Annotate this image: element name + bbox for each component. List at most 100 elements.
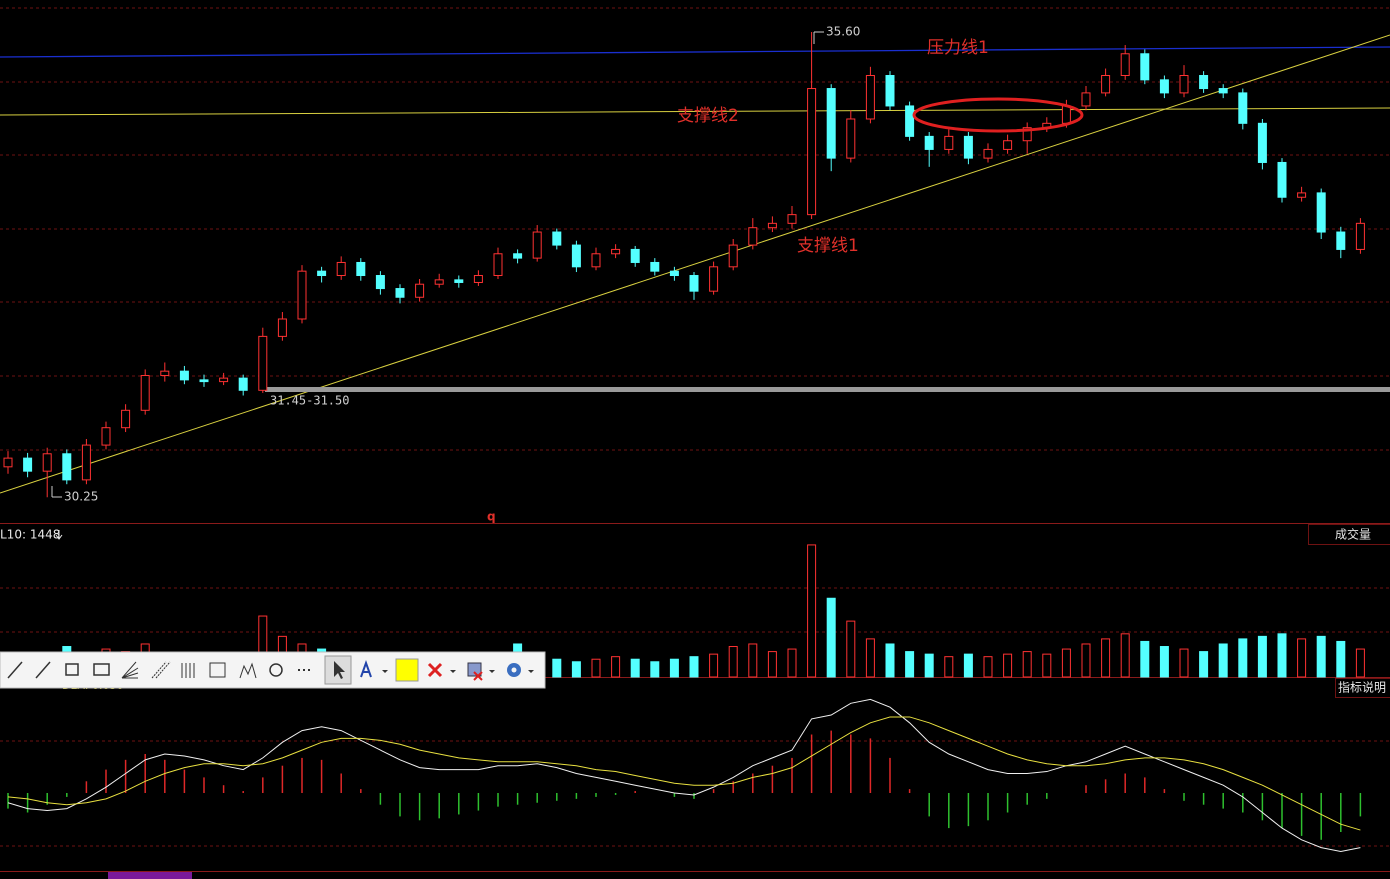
volume-bar <box>1081 643 1091 678</box>
tool-cycle[interactable] <box>181 663 195 678</box>
volume-bar <box>650 661 660 678</box>
candle-body <box>611 248 621 255</box>
candle-body <box>1140 53 1150 81</box>
tool-line[interactable] <box>7 661 23 679</box>
volume-bar <box>1238 638 1248 678</box>
candle-body <box>42 453 52 472</box>
candle-body <box>101 427 111 446</box>
candle-body <box>650 261 660 272</box>
tool-wave[interactable] <box>239 662 257 679</box>
tool-font[interactable] <box>360 660 372 678</box>
candle-body <box>1159 79 1169 94</box>
candle-body <box>238 377 248 391</box>
volume-bar <box>1101 638 1111 678</box>
price-zone-bar <box>265 387 1390 392</box>
tool-color[interactable] <box>395 658 419 682</box>
volume-indicator: L10: 1448 <box>0 528 60 542</box>
candle-body <box>1101 75 1111 94</box>
volume-bar <box>669 658 679 678</box>
candle-body <box>767 222 777 229</box>
candle-body <box>1179 75 1189 94</box>
candle-body <box>1277 161 1287 198</box>
tool-delete[interactable] <box>427 662 443 678</box>
panel-tab[interactable] <box>1308 524 1390 545</box>
annotation: 支撑线1 <box>797 236 859 256</box>
candle-body <box>689 275 699 292</box>
high-label: 35.60 <box>826 25 860 39</box>
candle-body <box>375 275 385 290</box>
tool-channel[interactable] <box>93 663 110 676</box>
drawing-toolbar <box>0 651 546 689</box>
candle-body <box>62 453 72 481</box>
candle-body <box>748 227 758 246</box>
toolbar-bg <box>0 651 546 689</box>
candle-body <box>846 118 856 159</box>
dropdown[interactable] <box>489 670 495 673</box>
volume-bar <box>1257 635 1267 678</box>
volume-bar <box>924 653 934 678</box>
candle-body <box>1355 222 1365 250</box>
volume-bar <box>689 656 699 678</box>
candle-body <box>81 444 91 481</box>
candle-body <box>23 457 33 472</box>
tool-pointer <box>334 661 345 679</box>
tool-fan[interactable] <box>121 661 139 679</box>
candle-body <box>121 409 131 429</box>
volume-title: 成交量 <box>1335 527 1371 542</box>
volume-bar <box>611 656 621 678</box>
candle-body <box>160 370 170 377</box>
volume-bar <box>787 648 797 678</box>
candle-body <box>140 375 150 411</box>
candle-body <box>552 231 562 246</box>
dea-line <box>7 716 1361 831</box>
volume-bar <box>1140 640 1150 678</box>
volume-bar <box>1336 640 1346 678</box>
candle-body <box>493 253 503 277</box>
volume-bar <box>1022 651 1032 678</box>
panel-tab[interactable] <box>1335 678 1390 698</box>
volume-bar <box>1199 651 1209 678</box>
candle-body <box>532 231 542 259</box>
dropdown[interactable] <box>528 670 534 673</box>
candle-body <box>219 377 229 383</box>
candle-body <box>1120 53 1130 77</box>
tool-circle[interactable] <box>269 663 283 677</box>
volume-bar <box>1355 648 1365 678</box>
tool-save[interactable] <box>467 662 482 677</box>
candle-body <box>1061 105 1071 124</box>
volume-bar <box>1042 653 1052 678</box>
tool-text-box[interactable] <box>209 662 226 678</box>
zone-label: 31.45-31.50 <box>270 394 349 408</box>
candle-body <box>317 270 327 277</box>
candle-body <box>885 75 895 107</box>
dropdown[interactable] <box>450 670 456 673</box>
volume-bar <box>1277 633 1287 678</box>
annotation: 支撑线2 <box>677 106 739 126</box>
candle-body <box>277 318 287 337</box>
tool-segment[interactable] <box>35 661 51 679</box>
support-line-2 <box>0 107 1390 116</box>
candle-body <box>1336 231 1346 250</box>
annotation: 压力线1 <box>927 38 989 58</box>
candle-body <box>473 275 483 283</box>
volume-bar <box>552 658 562 678</box>
volume-bar <box>1218 643 1228 678</box>
volume-bar <box>571 661 581 678</box>
tool-parallel[interactable] <box>151 661 171 679</box>
candle-body <box>865 75 875 120</box>
candle-body <box>944 135 954 150</box>
candle-body <box>963 135 973 159</box>
volume-bar <box>728 646 738 678</box>
volume-bar <box>1120 633 1130 678</box>
volume-bar <box>748 643 758 678</box>
volume-bar <box>983 656 993 678</box>
candles <box>3 32 1365 498</box>
candle-body <box>728 244 738 268</box>
candle-body <box>356 261 366 277</box>
tool-rect[interactable] <box>65 663 79 676</box>
volume-bar <box>591 658 601 678</box>
candle-body <box>1218 88 1228 94</box>
dropdown[interactable] <box>382 670 388 673</box>
